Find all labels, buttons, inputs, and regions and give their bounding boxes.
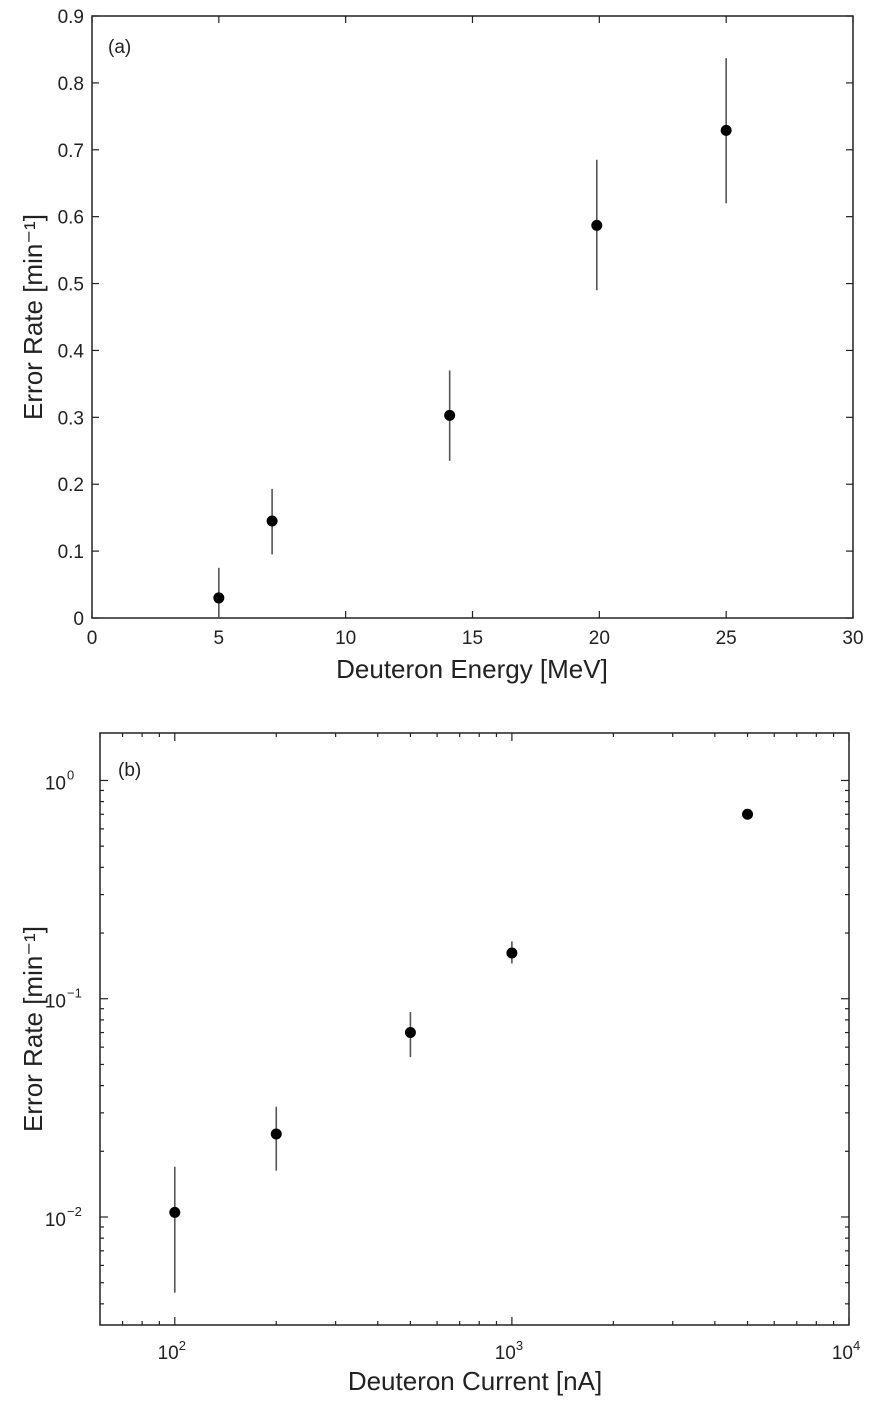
panel-a-data-point — [591, 220, 602, 231]
panel-a-label: (a) — [108, 37, 131, 58]
panel-b-y-tick-label: 10 — [45, 1210, 66, 1231]
panel-b-data-point — [169, 1207, 180, 1218]
panel-a-data-point — [721, 125, 732, 136]
panel-a-plot-frame — [92, 16, 853, 618]
panel-a-x-axis-label: Deuteron Energy [MeV] — [336, 654, 608, 684]
panel-b-y-tick-exponent: 0 — [67, 767, 74, 782]
panel-b-y-tick-exponent: −2 — [67, 1204, 82, 1219]
panel-b-data-point — [742, 809, 753, 820]
panel-a-ticks: 0 5 10 15 20 25 30 0 0.1 0.2 0.3 0.4 0.5 0.6 0.7 0.8 0.9 — [58, 7, 864, 649]
panel-b-data-marks — [169, 809, 753, 1293]
panel-a-data-point — [213, 592, 224, 603]
panel-b-x-tick-label: 104 — [832, 1338, 860, 1364]
panel-b-y-tick-label: 10 — [45, 992, 66, 1013]
panel-b-y-tick-label: 10 — [45, 773, 66, 794]
panel-b-data-point — [405, 1027, 416, 1038]
panel-a-x-tick-label: 0 — [87, 628, 98, 649]
panel-b-chart: (b) Deuteron Current [nA] Error Rate [mi… — [18, 733, 860, 1396]
panel-a-x-tick-label: 20 — [589, 628, 610, 649]
panel-a-y-tick-label: 0.5 — [58, 275, 84, 296]
panel-a-y-tick-label: 0.2 — [58, 475, 84, 496]
panel-a-y-tick-label: 0.9 — [58, 7, 84, 28]
panel-a-x-tick-label: 10 — [335, 628, 356, 649]
panel-a-y-axis-label: Error Rate [min⁻¹] — [18, 214, 48, 420]
panel-a-x-tick-label: 15 — [462, 628, 483, 649]
panel-b-x-tick-label: 102 — [158, 1338, 186, 1364]
panel-a-y-tick-label: 0.8 — [58, 74, 84, 95]
panel-b-data-point — [506, 948, 517, 959]
panel-b-y-axis-label: Error Rate [min⁻¹] — [18, 926, 48, 1132]
panel-a-chart: (a) Deuteron Energy [MeV] Error Rate [mi… — [18, 7, 864, 684]
panel-a-y-tick-label: 0.6 — [58, 208, 84, 229]
panel-b-label: (b) — [118, 760, 141, 781]
panel-b-y-tick-exponent: −1 — [67, 986, 82, 1001]
panel-a-y-tick-label: 0 — [73, 609, 84, 630]
panel-a-data-point — [444, 410, 455, 421]
panel-a-data-marks — [213, 58, 731, 618]
panel-b-x-tick-label: 103 — [495, 1338, 523, 1364]
panel-a-data-point — [267, 516, 278, 527]
panel-a-x-tick-label: 5 — [214, 628, 225, 649]
panel-b-x-axis-label: Deuteron Current [nA] — [348, 1366, 602, 1396]
panel-b-plot-frame — [100, 733, 849, 1325]
panel-a-y-tick-label: 0.4 — [58, 341, 85, 362]
panel-b-data-point — [271, 1129, 282, 1140]
panel-a-y-tick-label: 0.1 — [58, 542, 84, 563]
panel-a-y-tick-label: 0.3 — [58, 408, 84, 429]
panel-a-y-tick-label: 0.7 — [58, 141, 84, 162]
panel-a-x-tick-label: 30 — [842, 628, 863, 649]
panel-a-x-tick-label: 25 — [716, 628, 737, 649]
